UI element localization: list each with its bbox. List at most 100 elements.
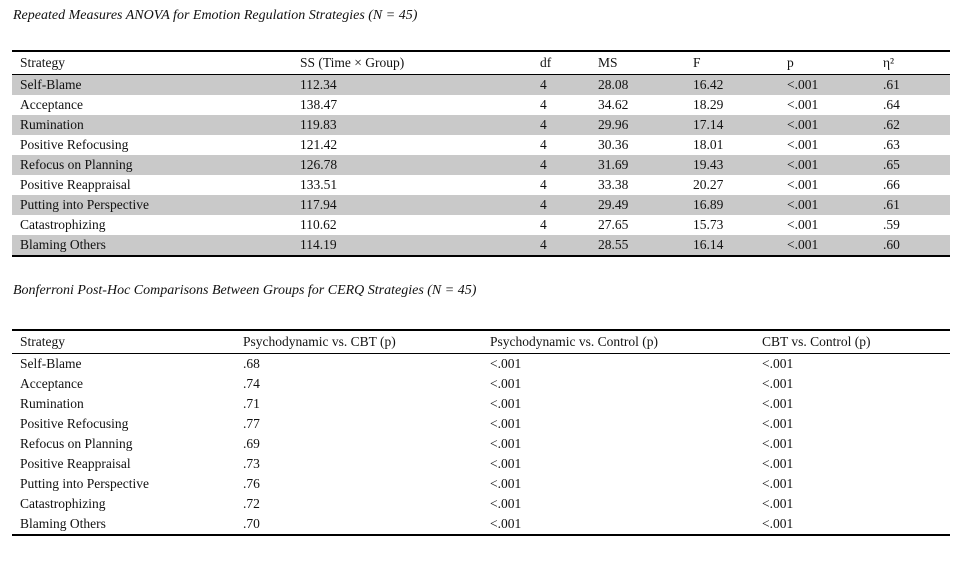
cell: 4 [540,77,547,92]
cell: 121.42 [300,137,338,152]
cell: 15.73 [693,217,724,232]
cell: <.001 [490,456,522,471]
table-row: Acceptance 138.47 4 34.62 18.29 <.001 .64 [12,95,950,115]
cell: <.001 [490,416,522,431]
cell: 126.78 [300,157,338,172]
table-row: Positive Reappraisal 133.51 4 33.38 20.27 <.0… [12,175,950,195]
table-row: Positive Reappraisal .73 <.001 <.001 [12,454,950,474]
cell: 20.27 [693,177,724,192]
cell: Catastrophizing [20,496,106,511]
cell: .60 [883,237,900,252]
table-row: Refocus on Planning .69 <.001 <.001 [12,434,950,454]
cell: 30.36 [598,137,629,152]
cell: <.001 [762,376,794,391]
cell: <.001 [762,496,794,511]
cell: 110.62 [300,217,337,232]
cell: 4 [540,177,547,192]
table-row: Rumination .71 <.001 <.001 [12,394,950,414]
table-row: Positive Refocusing 121.42 4 30.36 18.01 <.00… [12,135,950,155]
table-row: Acceptance .74 <.001 <.001 [12,374,950,394]
cell: 117.94 [300,197,337,212]
cell: 18.29 [693,97,724,112]
column-header: Psychodynamic vs. Control (p) [490,334,658,349]
cell: Blaming Others [20,516,106,531]
cell: 16.89 [693,197,724,212]
cell: 17.14 [693,117,724,132]
cell: .77 [243,416,260,431]
cell: <.001 [787,237,819,252]
cell: 33.38 [598,177,629,192]
cell: 112.34 [300,77,337,92]
cell: Catastrophizing [20,217,106,232]
cell: 4 [540,157,547,172]
table-row: Blaming Others 114.19 4 28.55 16.14 <.001 .60 [12,235,950,256]
cell: <.001 [762,456,794,471]
cell: 28.08 [598,77,629,92]
table-row: Putting into Perspective .76 <.001 <.001 [12,474,950,494]
cell: .73 [243,456,260,471]
table-row: Putting into Perspective 117.94 4 29.49 16.8… [12,195,950,215]
cell: .72 [243,496,260,511]
cell: .64 [883,97,900,112]
cell: <.001 [787,197,819,212]
table-row: Self-Blame .68 <.001 <.001 [12,354,950,375]
cell: .66 [883,177,900,192]
column-header: Strategy [20,55,65,70]
cell: 133.51 [300,177,338,192]
cell: <.001 [787,137,819,152]
table-row: Positive Refocusing .77 <.001 <.001 [12,414,950,434]
cell: .62 [883,117,900,132]
cell: <.001 [490,496,522,511]
cell: .68 [243,356,260,371]
cell: 4 [540,97,547,112]
cell: 16.14 [693,237,724,252]
table-row: Blaming Others .70 <.001 <.001 [12,514,950,535]
cell: <.001 [787,77,819,92]
cell: .70 [243,516,260,531]
table-row: Catastrophizing .72 <.001 <.001 [12,494,950,514]
cell: Refocus on Planning [20,157,133,172]
cell: 27.65 [598,217,629,232]
cell: <.001 [490,376,522,391]
cell: <.001 [762,436,794,451]
cell: Rumination [20,117,84,132]
cell: 31.69 [598,157,629,172]
cell: .71 [243,396,260,411]
column-header: SS (Time × Group) [300,55,405,70]
cell: Self-Blame [20,356,82,371]
posthoc-header-row: Strategy Psychodynamic vs. CBT (p) Psychod… [12,330,950,354]
column-header: F [693,55,701,70]
column-header: Psychodynamic vs. CBT (p) [243,334,396,349]
anova-table-title: Repeated Measures ANOVA for Emotion Regu… [13,8,418,23]
cell: Putting into Perspective [20,197,149,212]
cell: 18.01 [693,137,724,152]
cell: 16.42 [693,77,724,92]
posthoc-table-title: Bonferroni Post-Hoc Comparisons Between … [13,283,477,298]
cell: <.001 [787,157,819,172]
column-header: CBT vs. Control (p) [762,334,871,349]
cell: Positive Refocusing [20,416,129,431]
cell: Putting into Perspective [20,476,149,491]
cell: <.001 [787,117,819,132]
cell: .69 [243,436,260,451]
cell: 4 [540,117,547,132]
cell: <.001 [762,356,794,371]
cell: .63 [883,137,900,152]
cell: 29.96 [598,117,629,132]
table-row: Refocus on Planning 126.78 4 31.69 19.43 <.00… [12,155,950,175]
cell: 4 [540,237,547,252]
cell: Self-Blame [20,77,82,92]
cell: Positive Reappraisal [20,456,131,471]
cell: 138.47 [300,97,338,112]
cell: <.001 [787,217,819,232]
cell: 29.49 [598,197,629,212]
cell: <.001 [762,476,794,491]
cell: 4 [540,137,547,152]
cell: .59 [883,217,900,232]
cell: Blaming Others [20,237,106,252]
cell: <.001 [490,436,522,451]
cell: 28.55 [598,237,629,252]
cell: Positive Reappraisal [20,177,131,192]
